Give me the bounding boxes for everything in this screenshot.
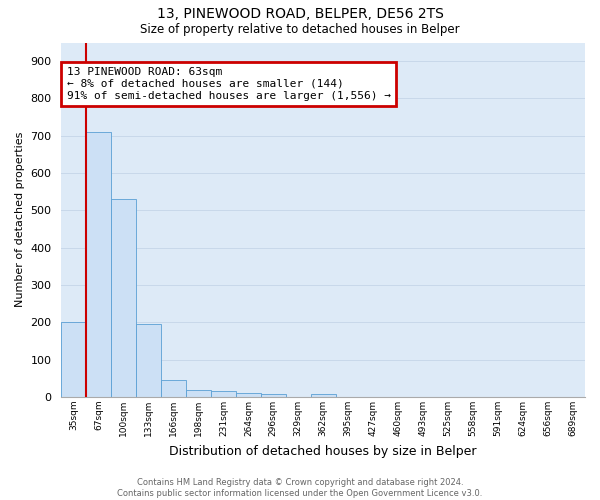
Text: Size of property relative to detached houses in Belper: Size of property relative to detached ho…	[140, 22, 460, 36]
Bar	[136, 324, 161, 397]
Bar	[86, 132, 111, 397]
Bar	[211, 392, 236, 397]
Bar	[186, 390, 211, 397]
Bar	[61, 322, 86, 397]
Bar	[161, 380, 186, 397]
Bar	[236, 392, 261, 397]
Text: 13, PINEWOOD ROAD, BELPER, DE56 2TS: 13, PINEWOOD ROAD, BELPER, DE56 2TS	[157, 8, 443, 22]
Bar	[261, 394, 286, 397]
Bar	[111, 199, 136, 397]
Bar	[311, 394, 335, 397]
X-axis label: Distribution of detached houses by size in Belper: Distribution of detached houses by size …	[169, 444, 477, 458]
Text: 13 PINEWOOD ROAD: 63sqm
← 8% of detached houses are smaller (144)
91% of semi-de: 13 PINEWOOD ROAD: 63sqm ← 8% of detached…	[67, 68, 391, 100]
Text: Contains HM Land Registry data © Crown copyright and database right 2024.
Contai: Contains HM Land Registry data © Crown c…	[118, 478, 482, 498]
Y-axis label: Number of detached properties: Number of detached properties	[15, 132, 25, 308]
